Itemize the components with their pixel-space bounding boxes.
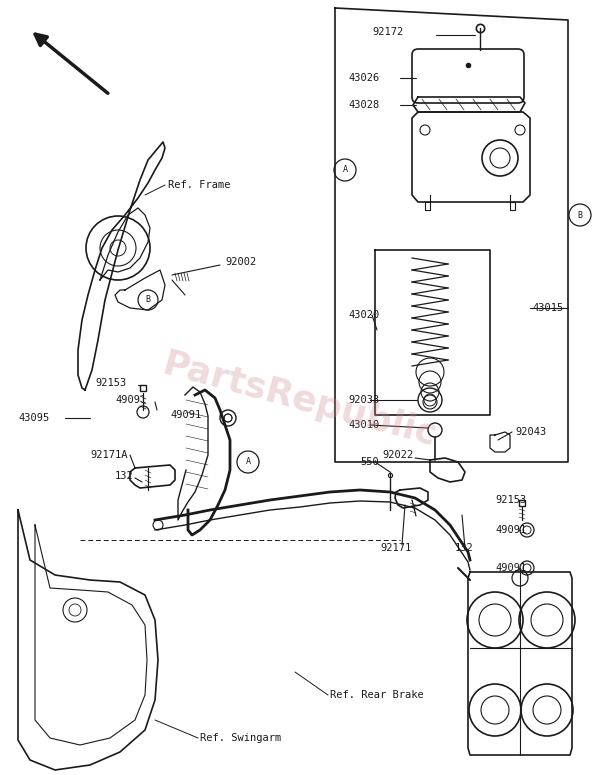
- Text: 43095: 43095: [18, 413, 49, 423]
- Text: 43028: 43028: [348, 100, 379, 110]
- Text: 92043: 92043: [515, 427, 546, 437]
- Text: 92022: 92022: [382, 450, 413, 460]
- Text: 92002: 92002: [225, 257, 256, 267]
- Text: Ref. Swingarm: Ref. Swingarm: [200, 733, 281, 743]
- Text: 92153: 92153: [495, 495, 526, 505]
- Text: 92033: 92033: [348, 395, 379, 405]
- Text: A: A: [343, 166, 347, 174]
- Text: B: B: [577, 211, 583, 219]
- Text: 49091: 49091: [495, 563, 526, 573]
- Text: 49091: 49091: [170, 410, 201, 420]
- Text: Ref. Rear Brake: Ref. Rear Brake: [330, 690, 424, 700]
- Text: 132: 132: [115, 471, 134, 481]
- Text: B: B: [146, 295, 151, 305]
- Text: 43020: 43020: [348, 310, 379, 320]
- Text: 92171A: 92171A: [90, 450, 128, 460]
- Text: 550: 550: [360, 457, 379, 467]
- Text: 92153: 92153: [95, 378, 126, 388]
- Text: A: A: [245, 457, 251, 467]
- Text: Ref. Frame: Ref. Frame: [168, 180, 230, 190]
- Text: 92172: 92172: [372, 27, 403, 37]
- Text: 43015: 43015: [532, 303, 563, 313]
- Text: 43026: 43026: [348, 73, 379, 83]
- Text: 49091: 49091: [115, 395, 146, 405]
- Text: 132: 132: [455, 543, 474, 553]
- Text: 49091: 49091: [495, 525, 526, 535]
- Text: PartsRepublic: PartsRepublic: [159, 347, 441, 453]
- Text: 43010: 43010: [348, 420, 379, 430]
- Text: 92171: 92171: [380, 543, 411, 553]
